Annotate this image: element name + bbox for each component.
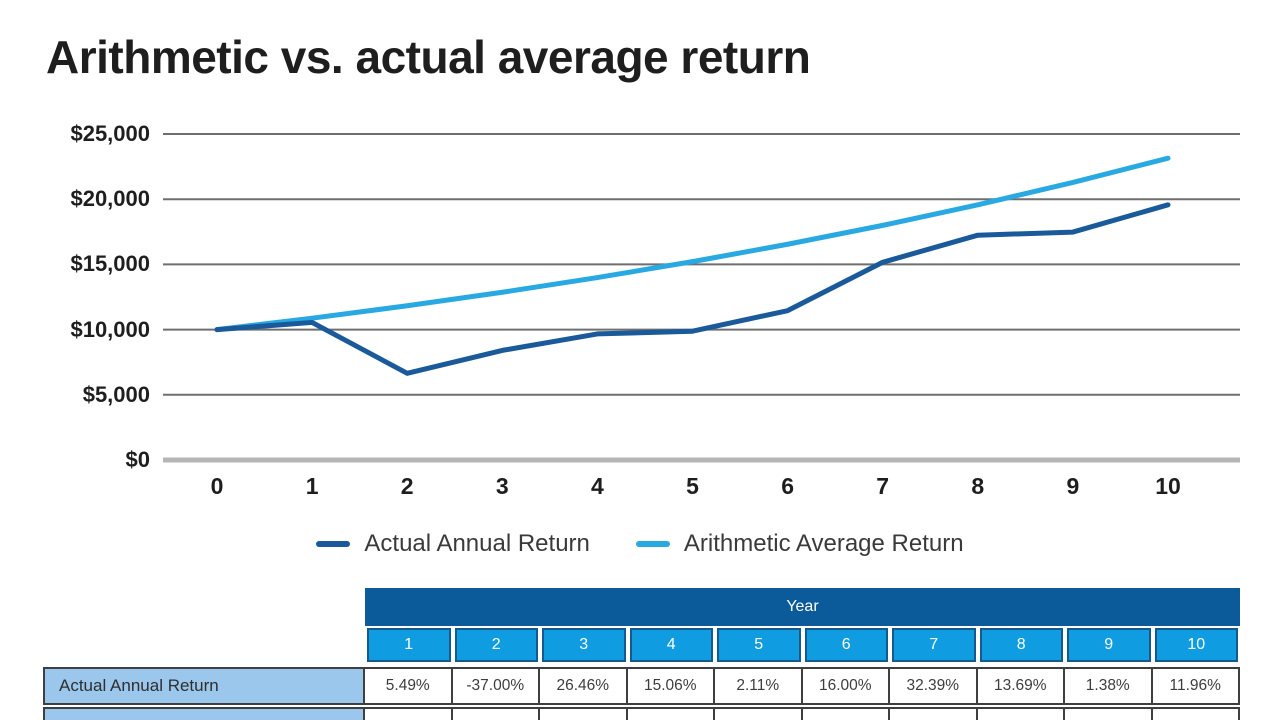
x-tick-label: 6 bbox=[781, 473, 794, 499]
table-value-cell bbox=[1063, 707, 1153, 720]
table-value-cell bbox=[363, 707, 453, 720]
table-row-label: Actual Annual Return bbox=[43, 667, 365, 705]
table-value-cell: 2.11% bbox=[713, 667, 803, 705]
table-value-cell bbox=[800, 707, 890, 720]
y-tick-label: $10,000 bbox=[70, 316, 150, 342]
table-value-cell: 16.00% bbox=[800, 667, 890, 705]
x-tick-label: 5 bbox=[686, 473, 699, 499]
table-value-cell bbox=[713, 707, 803, 720]
table-value-cell bbox=[450, 707, 540, 720]
table-year-cell: 6 bbox=[804, 628, 888, 662]
table-year-cell: 2 bbox=[454, 628, 538, 662]
x-tick-label: 7 bbox=[876, 473, 890, 499]
x-tick-label: 4 bbox=[590, 473, 604, 499]
x-tick-label: 2 bbox=[400, 473, 414, 499]
table-year-cell: 3 bbox=[542, 628, 626, 662]
table-value-cell bbox=[888, 707, 978, 720]
y-tick-label: $25,000 bbox=[70, 121, 150, 146]
series-line-arithmetic-average-return bbox=[214, 155, 1171, 333]
table-value-cell: 26.46% bbox=[538, 667, 628, 705]
table-year-cell: 5 bbox=[717, 628, 801, 662]
table-year-cell: 7 bbox=[892, 628, 976, 662]
x-tick-label: 9 bbox=[1066, 473, 1080, 499]
table-value-cell bbox=[538, 707, 628, 720]
legend-label-actual: Actual Annual Return bbox=[364, 530, 590, 557]
y-tick-label: $15,000 bbox=[70, 251, 150, 277]
table-value-cell: 5.49% bbox=[363, 667, 453, 705]
table-row-actual-annual-return: Actual Annual Return 5.49% -37.00% 26.46% 1… bbox=[43, 667, 1240, 705]
x-tick-label: 3 bbox=[495, 473, 509, 499]
page-title: Arithmetic vs. actual average return bbox=[46, 31, 811, 83]
legend-dash-actual-icon bbox=[316, 541, 351, 547]
series-line-actual-annual-return bbox=[214, 202, 1171, 376]
table-year-header: Year bbox=[365, 588, 1240, 626]
legend-item-actual: Actual Annual Return bbox=[316, 530, 590, 558]
legend-item-arithmetic: Arithmetic Average Return bbox=[635, 530, 964, 558]
table-year-cell: 9 bbox=[1067, 628, 1151, 662]
legend-dash-arithmetic-icon bbox=[635, 541, 670, 547]
y-tick-label: $0 bbox=[125, 447, 150, 472]
table-value-cell: -37.00% bbox=[450, 667, 540, 705]
table-value-cell: 32.39% bbox=[888, 667, 978, 705]
chart-legend: Actual Annual Return Arithmetic Average … bbox=[0, 530, 1280, 558]
table-value-cell: 1.38% bbox=[1063, 667, 1153, 705]
table-value-cell bbox=[625, 707, 715, 720]
table-value-cell: 15.06% bbox=[625, 667, 715, 705]
table-value-cell: 13.69% bbox=[975, 667, 1065, 705]
table-year-number-row: 1 2 3 4 5 6 7 8 9 10 bbox=[365, 628, 1240, 662]
table-year-cell: 10 bbox=[1154, 628, 1238, 662]
table-value-cell bbox=[1150, 707, 1240, 720]
table-year-cell: 8 bbox=[979, 628, 1063, 662]
table-value-cell: 11.96% bbox=[1150, 667, 1240, 705]
x-tick-label: 0 bbox=[210, 473, 224, 499]
x-tick-label: 10 bbox=[1155, 473, 1181, 499]
table-year-cell: 4 bbox=[629, 628, 713, 662]
x-tick-label: 1 bbox=[305, 473, 319, 499]
table-value-cell bbox=[975, 707, 1065, 720]
y-tick-label: $5,000 bbox=[82, 381, 150, 407]
table-row-partial bbox=[43, 707, 1240, 720]
x-tick-label: 8 bbox=[971, 473, 985, 499]
legend-label-arithmetic: Arithmetic Average Return bbox=[683, 530, 964, 557]
y-tick-label: $20,000 bbox=[70, 186, 150, 212]
table-year-cell: 1 bbox=[367, 628, 451, 662]
table-row-label bbox=[43, 707, 365, 720]
